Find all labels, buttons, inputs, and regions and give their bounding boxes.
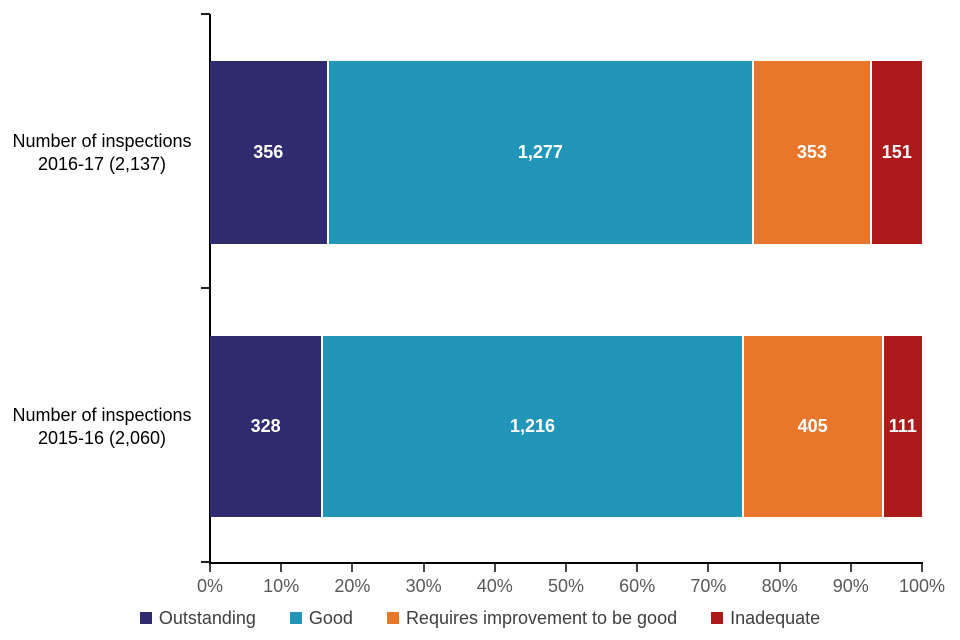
legend-swatch-icon [289, 612, 302, 624]
category-label-line1: Number of inspections [12, 130, 192, 151]
x-axis-tick [351, 564, 354, 572]
x-axis-tick-label: 30% [405, 576, 442, 596]
x-axis-tick [849, 564, 852, 572]
segment-good: 1,277 [328, 61, 755, 244]
x-axis-line [209, 562, 923, 564]
x-axis-tick-label: 80% [761, 576, 798, 596]
category-label-line2: 2016-17 (2,137) [37, 153, 167, 174]
y-axis-tick [201, 561, 210, 563]
x-axis-tick [921, 564, 923, 572]
plot-area: 0% 10% 20% 30% 40% 50% 60% 70% 80% 90% 100% 356 1,27… [197, 13, 945, 596]
x-axis-tick [493, 564, 496, 572]
x-axis-tick-label: 70% [690, 576, 727, 596]
legend-swatch-icon [386, 612, 399, 624]
x-axis-tick [565, 564, 567, 572]
legend-label: Inadequate [730, 607, 821, 628]
x-axis-tick-label: 40% [476, 576, 513, 596]
segment-value-label: 328 [250, 416, 281, 436]
legend: Outstanding Good Requires improvement to b… [0, 604, 960, 632]
x-axis-tick-label: 10% [263, 576, 300, 596]
x-axis-tick-label: 100% [898, 576, 946, 596]
legend-item-good: Good [289, 607, 353, 629]
segment-value-label: 1,216 [509, 416, 556, 436]
category-label: Number of inspections 2015-16 (2,060) [2, 336, 202, 517]
y-axis-tick [201, 287, 210, 289]
x-axis-tick [778, 564, 781, 572]
legend-item-outstanding: Outstanding [139, 607, 256, 629]
legend-label: Outstanding [158, 607, 256, 628]
legend-label: Good [308, 607, 353, 628]
category-label-line2: 2015-16 (2,060) [37, 427, 167, 448]
x-axis-tick-label: 0% [196, 576, 224, 596]
segment-inadequate: 151 [871, 61, 922, 244]
segment-inadequate: 111 [883, 336, 922, 517]
category-label: Number of inspections 2016-17 (2,137) [2, 61, 202, 244]
x-axis-tick [636, 564, 639, 572]
x-axis-tick [422, 564, 425, 572]
segment-value-label: 356 [253, 142, 284, 162]
x-axis-tick [209, 564, 211, 572]
segment-value-label: 111 [888, 416, 917, 436]
x-axis-tick-label: 60% [619, 576, 656, 596]
legend-swatch-icon [711, 612, 724, 624]
segment-value-label: 1,277 [517, 142, 563, 162]
segment-outstanding: 356 [210, 61, 329, 244]
segment-value-label: 353 [796, 142, 827, 162]
x-axis-tick-label: 20% [334, 576, 371, 596]
segment-value-label: 151 [881, 142, 912, 162]
segment-requires-improvement-to-be-good: 353 [754, 61, 872, 244]
legend-label: Requires improvement to be good [405, 607, 678, 628]
bar-2015-16: 328 1,216 405 111 [210, 336, 922, 517]
y-axis-tick [201, 13, 210, 15]
legend-swatch-icon [139, 612, 152, 624]
segment-outstanding: 328 [210, 336, 324, 517]
segment-requires-improvement-to-be-good: 405 [743, 336, 884, 517]
x-axis-tick-label: 90% [832, 576, 869, 596]
legend-item-inadequate: Inadequate [711, 608, 820, 629]
segment-value-label: 405 [797, 416, 828, 436]
x-axis-tick [280, 564, 283, 572]
x-axis-tick-label: 50% [547, 576, 585, 596]
x-axis-tick [707, 564, 710, 572]
category-label-line1: Number of inspections [12, 404, 192, 425]
legend-item-requires-improvement-to-be-good: Requires improvement to be good [386, 607, 678, 629]
segment-good: 1,216 [323, 336, 744, 517]
bar-2016-17: 356 1,277 353 151 [210, 61, 922, 244]
y-axis-line [209, 14, 211, 563]
